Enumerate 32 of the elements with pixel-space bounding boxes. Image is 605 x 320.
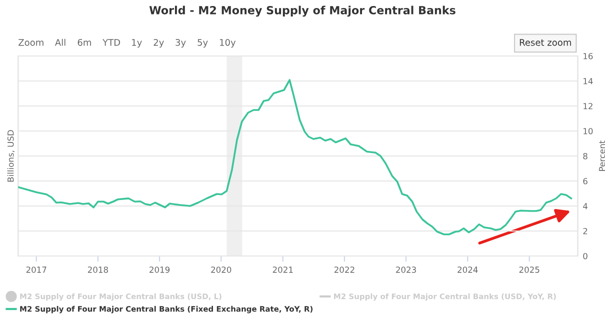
text: 10y — [220, 38, 236, 48]
x-tick-label: 2024 — [458, 266, 478, 273]
x-tick-label: 2019 — [150, 266, 170, 273]
y2-tick-label: 12 — [584, 102, 592, 110]
y2-tick-label: 14 — [584, 78, 593, 84]
text: Reset zoom — [520, 39, 571, 46]
chart-title: World - M2 Money Supply of Major Central Banks — [149, 6, 456, 17]
text: 3y — [176, 38, 186, 48]
y2-tick-label: 0 — [583, 252, 588, 260]
x-tick-label: 2025 — [519, 266, 540, 273]
y2-tick-label: 16 — [584, 52, 593, 60]
y2-tick-label: 2 — [583, 228, 588, 234]
x-tick-label: 2020 — [211, 266, 232, 273]
line-series — [18, 79, 572, 236]
y2-tick-label: 4 — [583, 203, 588, 210]
text: 1y — [132, 39, 142, 48]
y2-tick-label: 6 — [583, 178, 588, 184]
y2-tick-label: 8 — [583, 152, 588, 160]
x-tick-label: 2018 — [88, 266, 108, 273]
x-tick-label: 2021 — [272, 266, 293, 273]
x-tick-label: 2023 — [396, 266, 416, 273]
x-tick-label: 2022 — [334, 266, 354, 273]
y2-tick-label: 10 — [584, 128, 593, 134]
text: All — [54, 38, 66, 46]
text: 6m — [78, 38, 91, 46]
text: 2y — [154, 38, 164, 48]
text: Zoom — [18, 39, 44, 46]
text: 5y — [198, 39, 208, 48]
x-tick-label: 2017 — [26, 266, 46, 273]
y-axis-title: Billions, USD — [7, 130, 15, 182]
text: YTD — [102, 39, 120, 46]
y2-axis-title: Percent — [599, 140, 605, 171]
